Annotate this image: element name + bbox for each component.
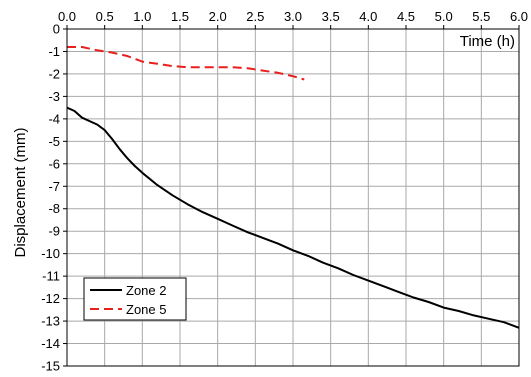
y-axis-title: Displacement (mm): [12, 127, 29, 257]
legend-label: Zone 2: [126, 283, 166, 298]
legend-box: [83, 277, 187, 321]
x-tick-label: 2.0: [209, 9, 227, 24]
y-tick-label: -6: [48, 156, 60, 171]
x-tick-label: 1.5: [171, 9, 189, 24]
y-tick-label: -15: [41, 359, 60, 374]
x-tick-label: 5.0: [435, 9, 453, 24]
y-tick-label: -9: [48, 224, 60, 239]
y-tick-label: 0: [53, 22, 60, 37]
x-tick-label: 0.5: [96, 9, 114, 24]
axis-ticks: 0.0 0.5 1.0 1.5 2.0 2.5 3.0 3.5 4.0 4.5 5.0 5.5 6.0 0…: [41, 9, 528, 374]
y-tick-label: -12: [41, 291, 60, 306]
x-tick-label: 4.5: [397, 9, 415, 24]
y-tick-label: -14: [41, 336, 60, 351]
y-tick-label: -11: [42, 269, 60, 284]
x-tick-label: 3.5: [322, 9, 340, 24]
y-tick-label: -2: [48, 66, 60, 81]
x-tick-label: 3.0: [284, 9, 302, 24]
legend-label: Zone 5: [126, 302, 166, 317]
y-tick-label: -10: [41, 246, 60, 261]
series-line-zone-2: [66, 106, 520, 329]
y-tick-label: -1: [48, 44, 60, 59]
legend: Zone 2 Zone 5: [83, 277, 187, 321]
x-tick-label: 1.0: [133, 9, 151, 24]
series-group: [66, 46, 520, 329]
x-tick-label: 4.0: [359, 9, 377, 24]
y-tick-label: -5: [48, 134, 60, 149]
x-tick-label: 6.0: [510, 9, 528, 24]
y-tick-label: -7: [48, 179, 60, 194]
y-tick-label: -4: [48, 111, 60, 126]
x-axis-title: Time (h): [460, 33, 515, 50]
x-tick-label: 2.5: [246, 9, 264, 24]
y-tick-label: -3: [48, 89, 60, 104]
y-tick-label: -13: [41, 314, 60, 329]
x-tick-label: 5.5: [472, 9, 490, 24]
series-line-zone-5: [67, 46, 305, 81]
y-tick-label: -8: [48, 201, 60, 216]
x-tick-label: 0.0: [58, 9, 76, 24]
